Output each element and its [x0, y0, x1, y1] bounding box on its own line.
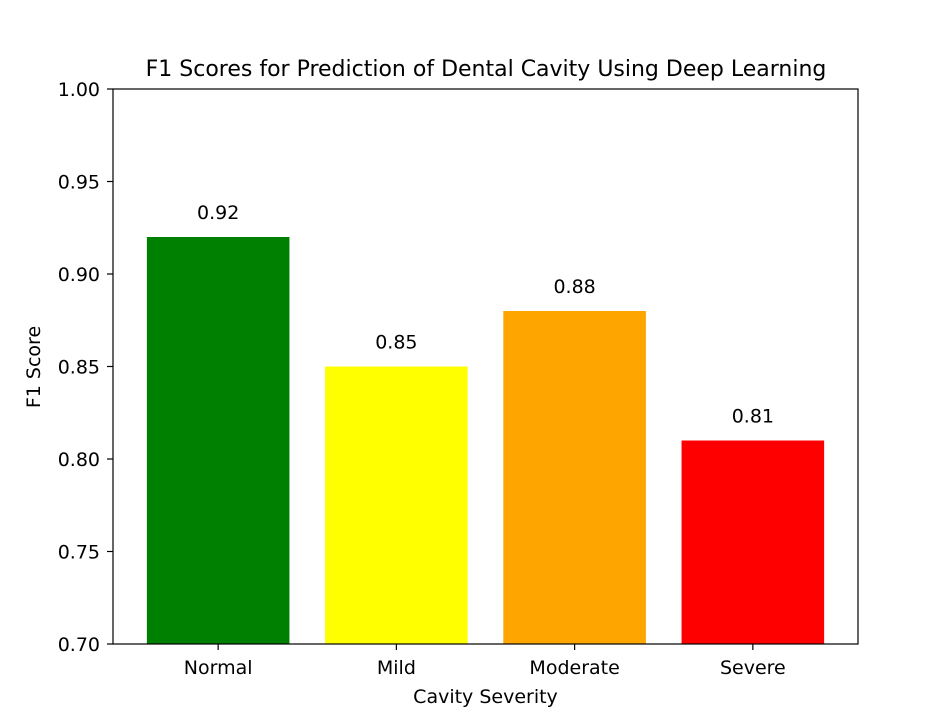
bar-normal: [146, 237, 290, 644]
y-tick-label: 0.80: [58, 449, 100, 471]
x-tick-label: Severe: [720, 657, 786, 679]
x-axis: Normal Mild Moderate Severe: [184, 644, 786, 679]
y-axis: 0.70 0.75 0.80 0.85 0.90 0.95 1.00: [58, 79, 113, 656]
y-tick-label: 0.70: [58, 634, 100, 656]
bar-moderate: [503, 311, 646, 644]
y-tick-label: 0.90: [58, 264, 100, 286]
bar-mild: [325, 366, 468, 644]
bar-value-label: 0.81: [732, 406, 774, 428]
chart-title: F1 Scores for Prediction of Dental Cavit…: [146, 57, 827, 82]
y-tick-label: 0.85: [58, 357, 100, 379]
y-tick-label: 1.00: [58, 79, 100, 101]
bar-value-label: 0.92: [197, 202, 239, 224]
x-axis-title: Cavity Severity: [413, 686, 558, 708]
bars-layer: [146, 237, 825, 644]
y-axis-title: F1 Score: [23, 326, 45, 408]
x-tick-label: Mild: [377, 657, 416, 679]
bar-severe: [681, 440, 825, 644]
y-tick-label: 0.95: [58, 172, 100, 194]
bar-labels-layer: 0.92 0.85 0.88 0.81: [197, 202, 774, 428]
x-tick-label: Moderate: [529, 657, 619, 679]
x-tick-label: Normal: [184, 657, 253, 679]
bar-value-label: 0.88: [553, 276, 595, 298]
y-tick-label: 0.75: [58, 542, 100, 564]
bar-value-label: 0.85: [375, 332, 417, 354]
